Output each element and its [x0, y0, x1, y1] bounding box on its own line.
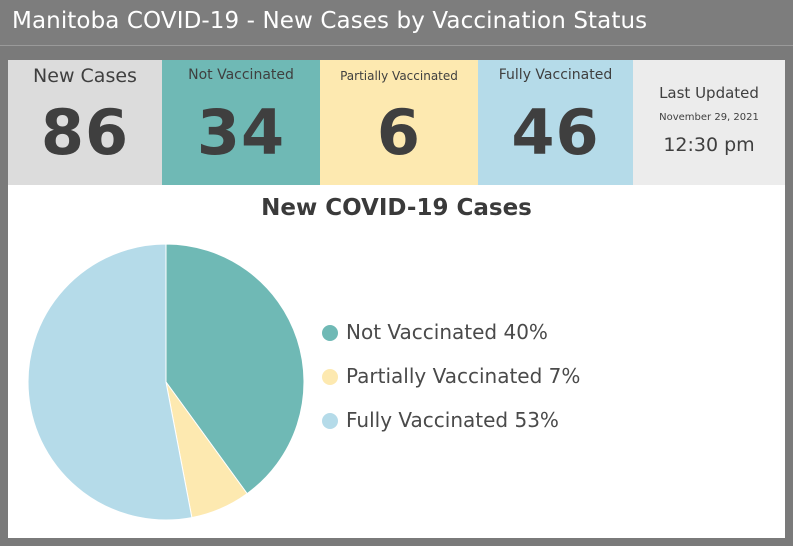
tile-not-vaccinated-label: Not Vaccinated [188, 67, 294, 83]
tile-partially-vaccinated: Partially Vaccinated 6 [320, 60, 478, 185]
pie-slice-not-vaccinated[interactable] [165, 243, 305, 495]
pie-slice-fully-vaccinated[interactable] [27, 243, 193, 521]
tile-new-cases-label: New Cases [33, 65, 137, 87]
legend-swatch [322, 413, 338, 429]
tile-fully-vaccinated: Fully Vaccinated 46 [478, 60, 633, 185]
legend-percent: 40% [503, 320, 548, 344]
legend-label: Partially Vaccinated 7% [346, 364, 581, 388]
legend-label: Not Vaccinated 40% [346, 320, 548, 344]
legend-swatch [322, 369, 338, 385]
tile-fully-vaccinated-value: 46 [511, 96, 600, 169]
header-bar: Manitoba COVID-19 - New Cases by Vaccina… [0, 0, 793, 46]
tile-fully-vaccinated-label: Fully Vaccinated [498, 67, 613, 83]
legend-swatch [322, 325, 338, 341]
page-title: Manitoba COVID-19 - New Cases by Vaccina… [12, 8, 648, 34]
chart-title: New COVID-19 Cases [261, 195, 532, 221]
tile-new-cases: New Cases 86 [8, 60, 162, 185]
legend-percent: 53% [514, 408, 559, 432]
tile-not-vaccinated-value: 34 [196, 96, 286, 169]
last-updated-time: 12:30 pm [663, 134, 755, 156]
tile-not-vaccinated: Not Vaccinated 34 [162, 60, 320, 185]
tile-last-updated: Last Updated November 29, 2021 12:30 pm [633, 60, 785, 185]
dashboard-panel: New Cases 86 Not Vaccinated 34 Partially… [8, 60, 785, 538]
tile-partially-vaccinated-value: 6 [376, 96, 422, 169]
legend-label: Fully Vaccinated 53% [346, 408, 559, 432]
tile-new-cases-value: 86 [40, 96, 130, 169]
tile-partially-vaccinated-label: Partially Vaccinated [340, 69, 458, 83]
last-updated-date: November 29, 2021 [659, 112, 759, 123]
legend-percent: 7% [548, 364, 581, 388]
last-updated-label: Last Updated [659, 84, 759, 102]
summary-tiles: New Cases 86 Not Vaccinated 34 Partially… [8, 60, 785, 185]
